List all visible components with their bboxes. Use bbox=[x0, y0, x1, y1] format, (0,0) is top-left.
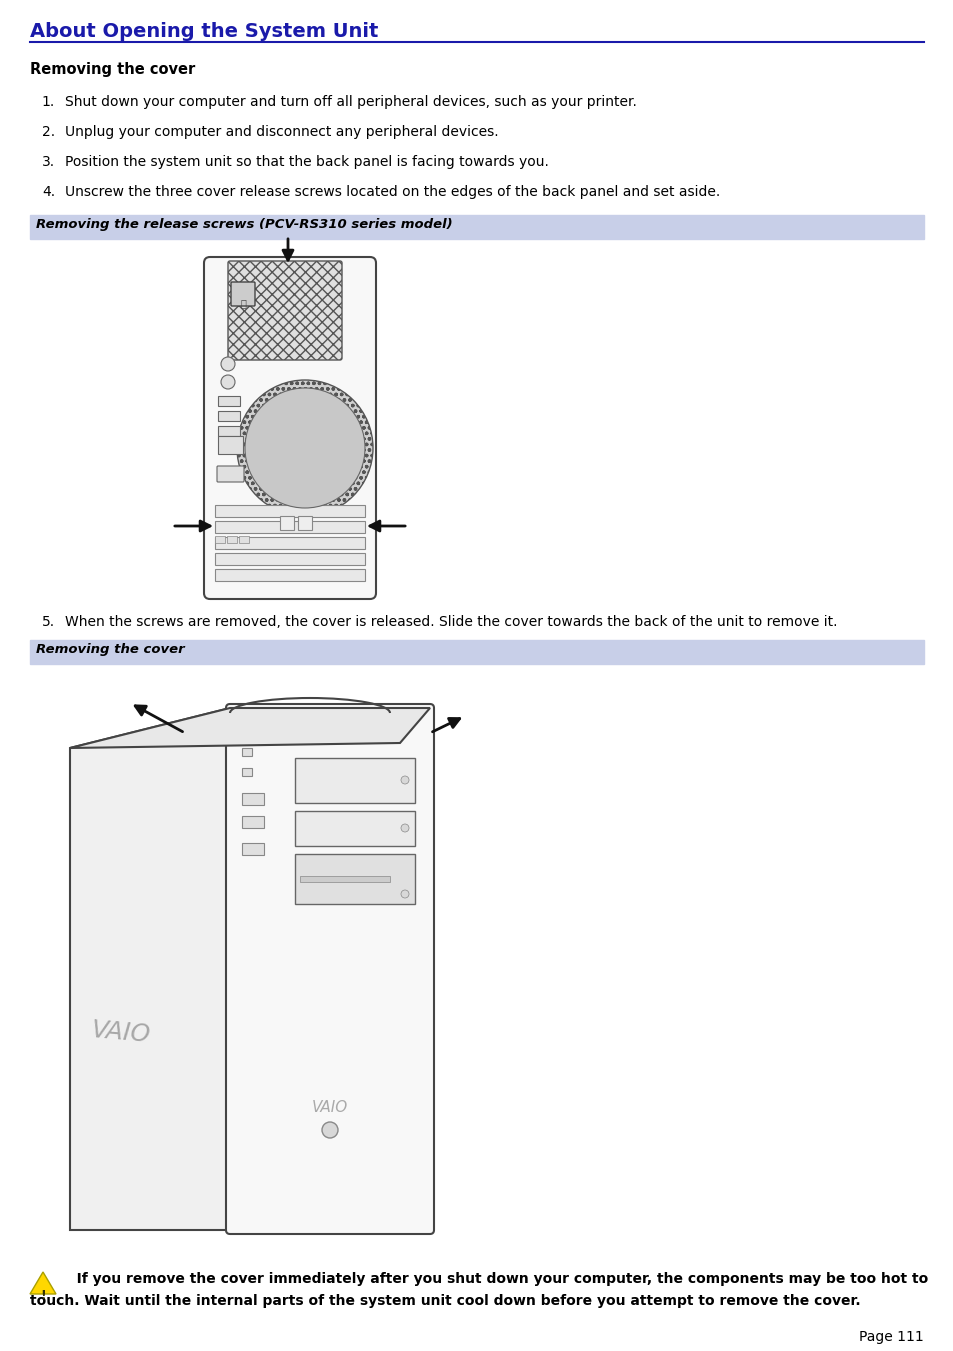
Bar bbox=[214, 536, 365, 549]
Bar bbox=[280, 516, 294, 530]
FancyBboxPatch shape bbox=[216, 466, 244, 482]
Bar bbox=[218, 396, 240, 407]
Bar bbox=[242, 843, 264, 855]
Bar bbox=[214, 521, 365, 534]
Bar bbox=[218, 411, 240, 422]
Text: !: ! bbox=[40, 1289, 46, 1302]
Text: Removing the cover: Removing the cover bbox=[36, 643, 185, 657]
Circle shape bbox=[221, 357, 234, 372]
Bar bbox=[299, 875, 390, 882]
Bar bbox=[294, 811, 415, 846]
Text: 2.: 2. bbox=[42, 126, 55, 139]
FancyBboxPatch shape bbox=[231, 282, 254, 305]
Bar bbox=[218, 426, 240, 436]
FancyBboxPatch shape bbox=[228, 261, 341, 359]
Polygon shape bbox=[70, 708, 430, 748]
Text: 3.: 3. bbox=[42, 155, 55, 169]
Bar bbox=[214, 536, 225, 543]
Circle shape bbox=[400, 824, 409, 832]
Text: Page 111: Page 111 bbox=[859, 1329, 923, 1344]
Text: 1.: 1. bbox=[42, 95, 55, 109]
Bar bbox=[294, 854, 415, 904]
Bar bbox=[30, 215, 923, 239]
Bar bbox=[30, 640, 923, 663]
Text: VAIO: VAIO bbox=[312, 1100, 348, 1115]
Circle shape bbox=[400, 890, 409, 898]
Bar bbox=[242, 793, 264, 805]
Text: If you remove the cover immediately after you shut down your computer, the compo: If you remove the cover immediately afte… bbox=[62, 1273, 927, 1286]
Text: VAIO: VAIO bbox=[90, 1019, 152, 1047]
Bar bbox=[242, 767, 252, 775]
Polygon shape bbox=[30, 1273, 56, 1294]
Text: Removing the release screws (PCV-RS310 series model): Removing the release screws (PCV-RS310 s… bbox=[36, 218, 452, 231]
Text: 4.: 4. bbox=[42, 185, 55, 199]
Bar bbox=[294, 758, 415, 802]
Text: Removing the cover: Removing the cover bbox=[30, 62, 195, 77]
Bar bbox=[218, 436, 243, 454]
Bar bbox=[227, 536, 236, 543]
FancyBboxPatch shape bbox=[226, 704, 434, 1233]
Bar bbox=[214, 505, 365, 517]
FancyBboxPatch shape bbox=[204, 257, 375, 598]
Circle shape bbox=[322, 1121, 337, 1138]
Circle shape bbox=[221, 376, 234, 389]
Bar bbox=[214, 569, 365, 581]
Bar bbox=[297, 516, 312, 530]
Text: Unplug your computer and disconnect any peripheral devices.: Unplug your computer and disconnect any … bbox=[65, 126, 498, 139]
Text: touch. Wait until the internal parts of the system unit cool down before you att: touch. Wait until the internal parts of … bbox=[30, 1294, 860, 1308]
Circle shape bbox=[236, 380, 373, 516]
Polygon shape bbox=[70, 708, 230, 1229]
Text: When the screws are removed, the cover is released. Slide the cover towards the : When the screws are removed, the cover i… bbox=[65, 615, 837, 630]
Text: Position the system unit so that the back panel is facing towards you.: Position the system unit so that the bac… bbox=[65, 155, 548, 169]
Text: 5.: 5. bbox=[42, 615, 55, 630]
Bar bbox=[239, 536, 249, 543]
Bar bbox=[242, 748, 252, 757]
Circle shape bbox=[400, 775, 409, 784]
Text: Shut down your computer and turn off all peripheral devices, such as your printe: Shut down your computer and turn off all… bbox=[65, 95, 637, 109]
Bar bbox=[242, 816, 264, 828]
Text: Unscrew the three cover release screws located on the edges of the back panel an: Unscrew the three cover release screws l… bbox=[65, 185, 720, 199]
Text: About Opening the System Unit: About Opening the System Unit bbox=[30, 22, 378, 41]
Text: ⏻: ⏻ bbox=[240, 299, 246, 308]
Circle shape bbox=[245, 388, 365, 508]
Bar bbox=[214, 553, 365, 565]
